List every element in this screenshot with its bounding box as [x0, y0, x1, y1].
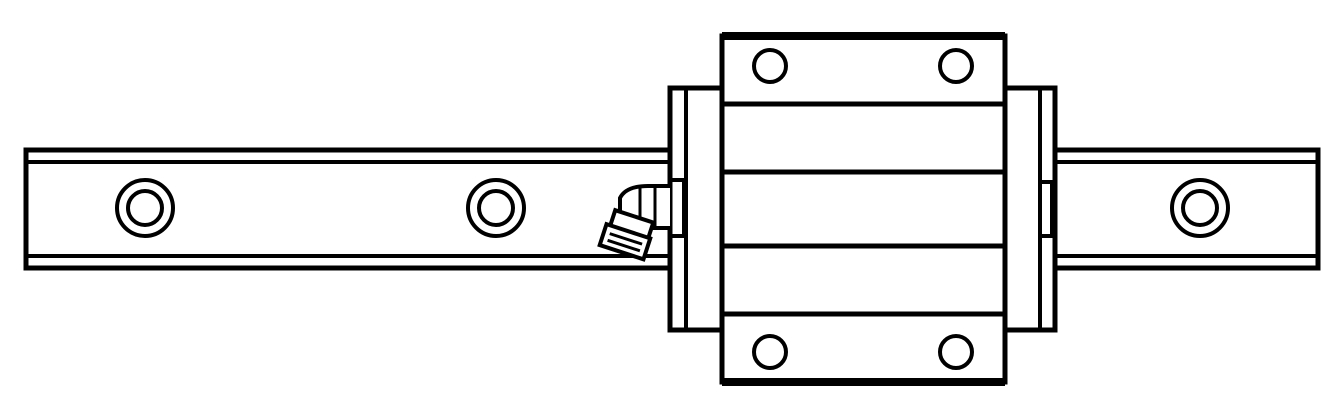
- grease-fitting: [597, 184, 670, 262]
- end-cap-left: [667, 85, 725, 333]
- carriage-block: [719, 32, 1008, 386]
- rail-mounting-hole-3: [1170, 178, 1230, 238]
- rail-mounting-hole-1: [115, 178, 175, 238]
- rail-mounting-hole-2: [466, 178, 526, 238]
- carriage-hole-top-right: [938, 48, 974, 84]
- end-cap-right: [1002, 85, 1058, 333]
- carriage-hole-bottom-left: [752, 334, 788, 370]
- carriage-hole-top-left: [752, 48, 788, 84]
- carriage-hole-bottom-right: [938, 334, 974, 370]
